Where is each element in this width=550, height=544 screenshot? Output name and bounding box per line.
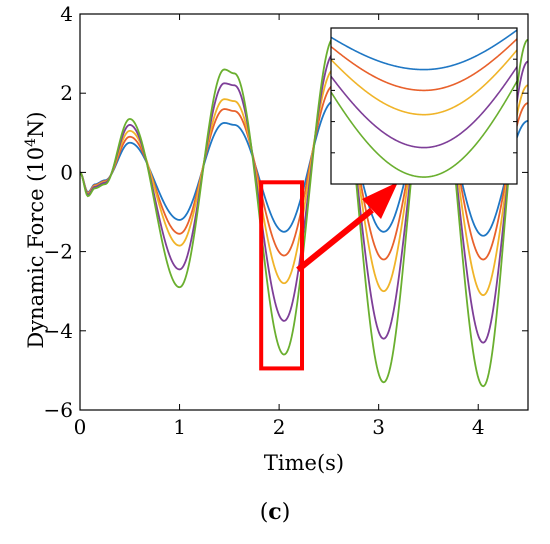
y-tick-label: −2 (44, 240, 73, 264)
y-tick-label: 4 (60, 2, 73, 26)
y-axis-ticks: 4 2 0 −2 −4 −6 (44, 2, 528, 422)
x-tick-label: 3 (372, 415, 385, 439)
x-tick-label: 0 (74, 415, 87, 439)
zoom-arrow-head (362, 182, 398, 219)
highlight-box (259, 180, 305, 371)
inset-series-line-1 (331, 29, 517, 71)
figure-caption: (c) (260, 499, 291, 525)
inset-series-line-4 (331, 66, 517, 149)
inset-series-line-3 (331, 49, 517, 116)
inset-series-lines (331, 29, 517, 178)
plot-frame (79, 13, 529, 411)
x-axis-label: Time(s) (264, 451, 344, 475)
inset-series-line-5 (331, 80, 517, 178)
x-tick-label: 4 (472, 415, 485, 439)
x-axis-ticks: 0 1 2 3 4 (74, 14, 485, 439)
inset-ticks (331, 58, 517, 154)
x-tick-label: 2 (273, 415, 286, 439)
y-tick-label: −6 (44, 398, 73, 422)
y-tick-label: 0 (60, 160, 73, 184)
y-tick-label: 2 (60, 81, 73, 105)
inset-frame (330, 27, 518, 185)
zoom-arrow (296, 207, 374, 273)
y-axis-label: Dynamic Force (104N) (23, 111, 48, 348)
inset-series-line-2 (331, 38, 517, 92)
x-tick-label: 1 (173, 415, 186, 439)
y-tick-label: −4 (44, 319, 73, 343)
